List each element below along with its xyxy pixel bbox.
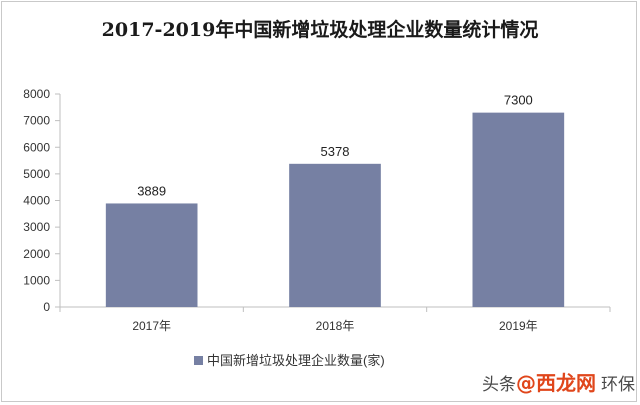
legend: 中国新增垃圾处理企业数量(家) [194, 353, 385, 368]
data-label: 7300 [504, 93, 533, 108]
data-label: 3889 [137, 183, 166, 198]
watermark-suffix: 环保 [601, 375, 635, 395]
data-label: 5378 [321, 144, 350, 159]
legend-swatch [194, 356, 203, 365]
y-tick-label: 2000 [23, 247, 50, 261]
x-tick-label: 2018年 [316, 319, 355, 333]
legend-label: 中国新增垃圾处理企业数量(家) [207, 353, 385, 368]
y-tick-label: 0 [43, 300, 50, 314]
bar [289, 163, 381, 307]
watermark-prefix: 头条 [482, 375, 516, 395]
data-labels: 3889 5378 7300 [137, 93, 533, 199]
x-tick-label: 2017年 [132, 319, 171, 333]
y-tick-label: 7000 [23, 114, 50, 128]
bar [472, 112, 565, 307]
x-tick-label: 2019年 [499, 319, 538, 333]
watermark-brand: @西龙网 [516, 371, 596, 395]
y-tick-label: 1000 [23, 273, 50, 287]
y-tick-label: 4000 [23, 194, 50, 208]
bars [105, 112, 565, 307]
y-tick-label: 8000 [23, 87, 50, 101]
watermark: 头条 @西龙网 环保 [482, 371, 635, 395]
bar [105, 203, 198, 307]
y-tick-label: 3000 [23, 220, 50, 234]
y-tick-label: 5000 [23, 167, 50, 181]
chart-title: 2017-2019年中国新增垃圾处理企业数量统计情况 [102, 18, 539, 41]
y-tick-label: 6000 [23, 140, 50, 154]
